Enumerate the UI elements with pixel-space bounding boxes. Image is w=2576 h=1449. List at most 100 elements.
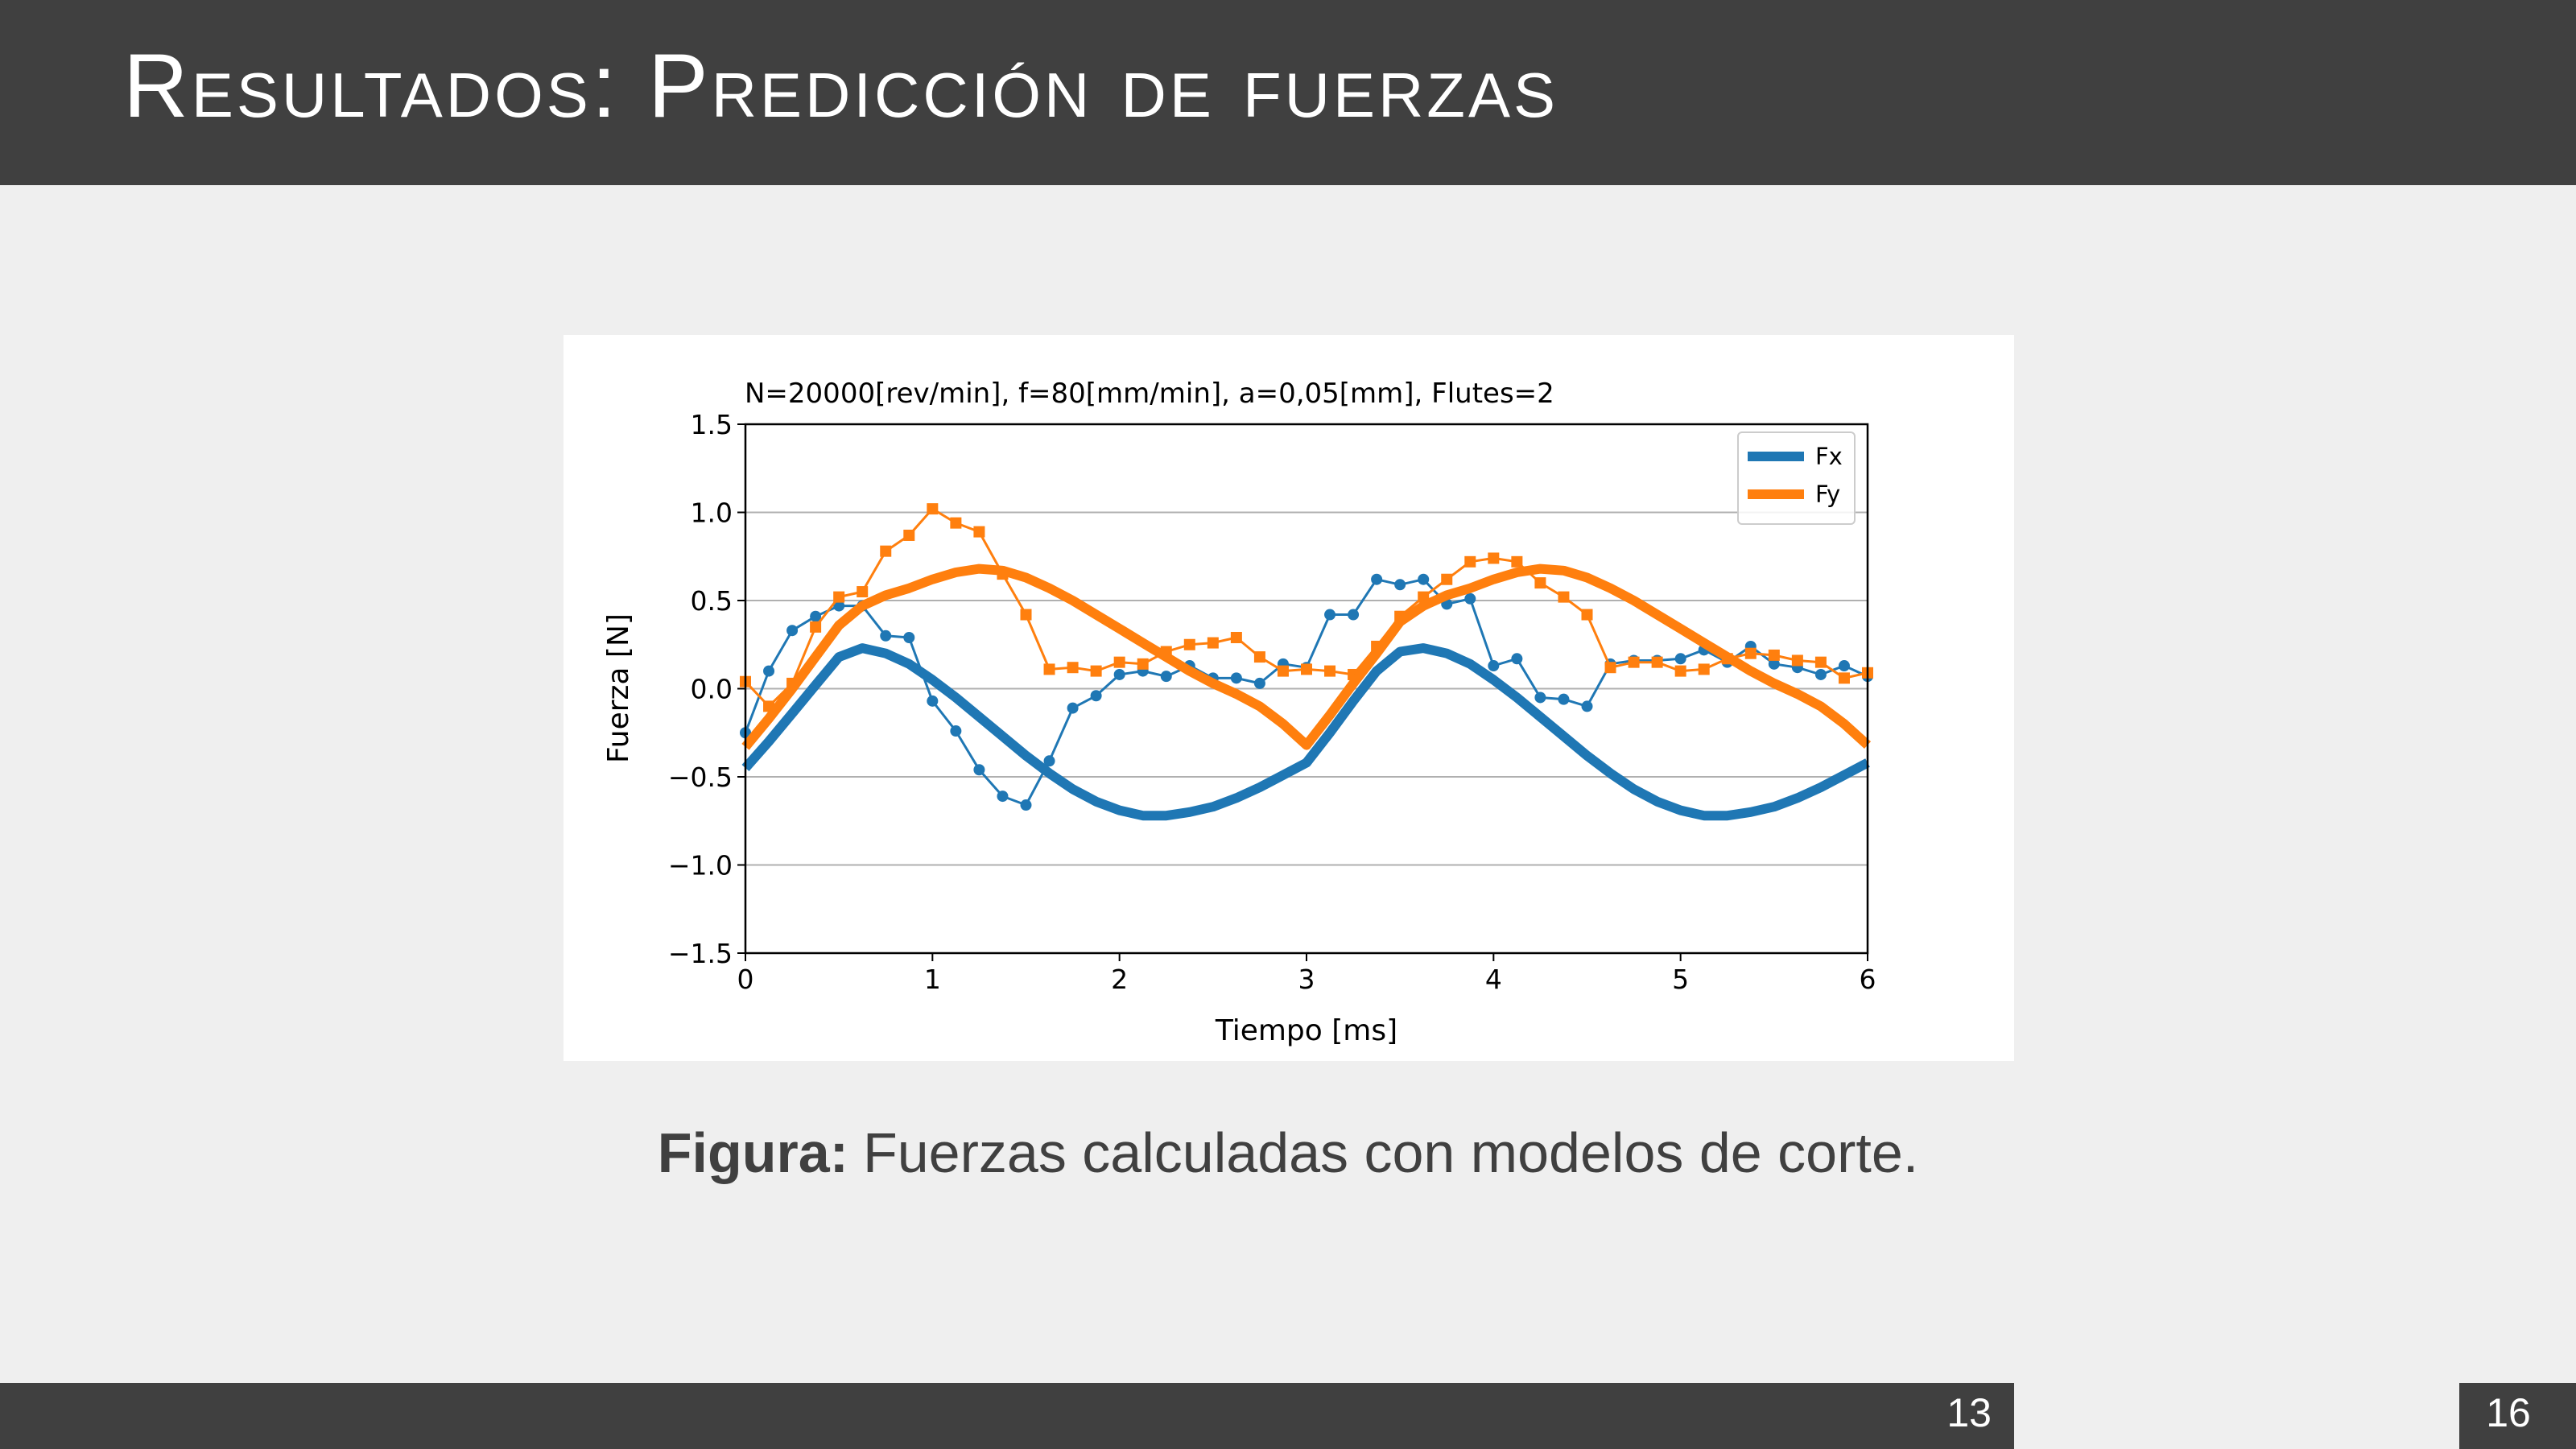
marker	[1067, 702, 1079, 714]
marker	[973, 764, 985, 776]
legend: Fx Fy	[1737, 431, 1856, 525]
model-line	[741, 564, 1872, 750]
marker	[1418, 573, 1430, 585]
marker	[1534, 691, 1546, 704]
x-tick-label: 5	[1672, 964, 1689, 995]
marker	[1137, 658, 1149, 670]
marker	[1651, 656, 1663, 668]
marker	[1067, 662, 1079, 674]
marker	[1838, 672, 1850, 684]
marker	[1744, 647, 1757, 659]
marker	[1511, 555, 1523, 568]
marker	[880, 545, 892, 557]
marker	[1253, 677, 1265, 689]
header-bar	[0, 0, 2576, 185]
marker	[1371, 573, 1383, 585]
plot-frame	[744, 423, 1869, 955]
marker	[786, 625, 799, 637]
marker	[1698, 663, 1710, 675]
marker	[1791, 654, 1803, 667]
legend-label: Fy	[1815, 481, 1840, 508]
marker	[1090, 665, 1102, 677]
marker	[927, 503, 939, 515]
marker	[1043, 755, 1055, 767]
marker	[1160, 671, 1172, 683]
marker	[1207, 637, 1219, 649]
marker	[927, 695, 939, 707]
marker	[1230, 631, 1242, 643]
y-tick-label: 1.0	[691, 497, 733, 529]
y-tick-label: −0.5	[668, 762, 733, 793]
marker	[1277, 665, 1289, 677]
marker	[1558, 591, 1570, 603]
marker	[903, 529, 915, 541]
marker	[950, 517, 962, 529]
legend-label: Fx	[1815, 443, 1843, 470]
marker	[763, 665, 775, 677]
marker	[1253, 651, 1265, 663]
marker	[1020, 609, 1032, 621]
x-tick-label: 4	[1485, 964, 1502, 995]
marker	[1090, 690, 1102, 702]
chart-title: N=20000[rev/min], f=80[mm/min], a=0,05[m…	[745, 378, 1554, 410]
marker	[1113, 668, 1125, 680]
marker	[810, 610, 822, 622]
marker	[833, 591, 845, 603]
marker	[973, 526, 985, 538]
marker	[997, 791, 1009, 803]
marker	[1020, 799, 1032, 811]
x-tick-label: 3	[1298, 964, 1315, 995]
marker	[1230, 672, 1242, 684]
marker	[1674, 653, 1686, 665]
marker	[833, 600, 845, 612]
x-tick-label: 0	[737, 964, 754, 995]
slide-title: Resultados: Predicción de fuerzas	[123, 35, 1558, 136]
y-tick-label: 0.5	[691, 585, 733, 617]
marker	[857, 586, 869, 598]
y-tick-label: 0.0	[691, 674, 733, 705]
model-line	[741, 643, 1870, 821]
marker	[1838, 660, 1850, 672]
marker	[1488, 660, 1500, 672]
marker	[880, 630, 892, 642]
marker	[1768, 649, 1780, 661]
marker	[1674, 665, 1686, 677]
marker	[903, 631, 915, 643]
marker	[1043, 663, 1055, 675]
marker	[1441, 573, 1453, 585]
marker	[1183, 638, 1195, 650]
marker	[1394, 579, 1406, 591]
y-axis-label: Fuerza [N]	[602, 613, 635, 763]
marker	[1488, 552, 1500, 564]
marker	[1464, 555, 1476, 568]
marker	[810, 621, 822, 633]
marker	[1768, 658, 1780, 670]
marker	[1324, 609, 1336, 621]
footer-total-box	[2459, 1383, 2576, 1449]
caption: Figura: Fuerzas calculadas con modelos de…	[658, 1121, 1918, 1184]
marker	[1511, 653, 1523, 665]
plot: −1.5 −1.0 −0.5 0.0 0.5 1.0 1.5 0 1 2 3 4 5 6 Fx Fy	[668, 409, 1876, 995]
marker	[950, 725, 962, 737]
marker	[1534, 577, 1546, 589]
x-tick-label: 6	[1860, 964, 1876, 995]
marker	[1581, 700, 1593, 712]
x-tick-label: 2	[1111, 964, 1128, 995]
marker	[1324, 665, 1336, 677]
marker	[1558, 693, 1570, 705]
x-tick-label: 1	[924, 964, 941, 995]
y-tick-label: 1.5	[691, 409, 733, 440]
marker	[1348, 609, 1360, 621]
marker	[1464, 592, 1476, 605]
page-number: 13	[1946, 1390, 1992, 1435]
y-tick-label: −1.5	[668, 938, 733, 969]
marker	[1581, 609, 1593, 621]
marker	[1814, 656, 1827, 668]
marker	[1604, 662, 1616, 674]
caption-text: Fuerzas calculadas con modelos de corte.	[863, 1121, 1918, 1184]
footer-bar	[0, 1383, 2014, 1449]
marker	[1814, 668, 1827, 680]
